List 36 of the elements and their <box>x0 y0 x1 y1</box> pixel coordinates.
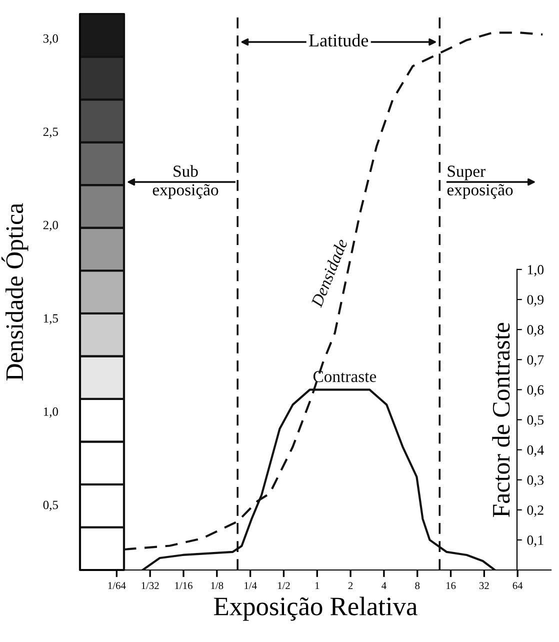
y-tick-label: 1,0 <box>44 407 58 418</box>
annotation: Super exposição <box>447 166 513 199</box>
y-tick-label: 2,0 <box>43 220 58 232</box>
x-tick-label: 1/2 <box>278 582 290 590</box>
y2-tick-label: 0,4 <box>527 445 544 457</box>
y2-tick-label: 0,1 <box>527 536 544 547</box>
x-tick-label: 8 <box>415 582 420 590</box>
y2-tick-label: 0,2 <box>527 505 544 517</box>
annotation: Sub exposição <box>152 165 218 199</box>
x-tick-label: 1/32 <box>142 582 159 590</box>
x-tick-label: 64 <box>512 582 523 590</box>
x-tick-label: 4 <box>382 582 386 590</box>
series-label: Contraste <box>313 370 376 382</box>
x-tick-label: 1/64 <box>108 582 126 590</box>
x-tick-label: 16 <box>446 582 456 590</box>
y2-tick-label: 0,5 <box>527 415 544 427</box>
x-tick-label: 32 <box>479 582 489 590</box>
y-tick-label: 0,5 <box>43 500 58 511</box>
y-tick-label: 3,0 <box>43 34 58 45</box>
annotation: Latitude <box>309 34 368 47</box>
x-tick-label: 1/16 <box>175 582 192 590</box>
y-tick-label: 2,5 <box>43 128 58 138</box>
y2-axis-title: Factor de Contraste <box>492 322 510 518</box>
y2-tick-label: 0,9 <box>527 295 544 306</box>
x-tick-label: 1/4 <box>244 582 257 590</box>
y2-tick-label: 1,0 <box>528 265 544 276</box>
y2-tick-label: 0,6 <box>527 385 544 397</box>
x-tick-label: 2 <box>348 582 353 590</box>
y-axis-title: Densidade Óptica <box>1 203 28 380</box>
x-tick-label: 1/8 <box>211 582 224 590</box>
x-tick-label: 1 <box>315 582 320 590</box>
y2-tick-label: 0,3 <box>527 475 544 487</box>
x-axis-title: Exposição Relativa <box>214 596 418 621</box>
y2-tick-label: 0,7 <box>527 355 544 367</box>
y-tick-label: 1,5 <box>44 314 58 324</box>
y2-tick-label: 0,8 <box>527 325 544 337</box>
